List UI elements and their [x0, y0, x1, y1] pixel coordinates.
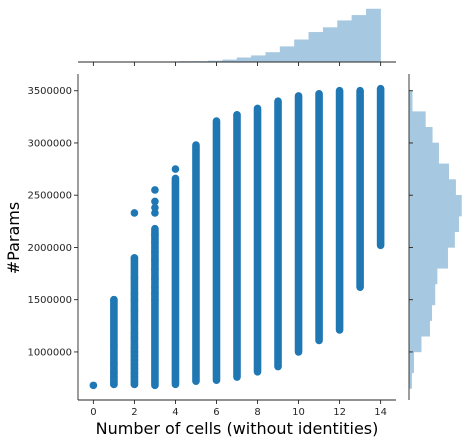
scatter-points: [89, 84, 385, 390]
y-axis-title: #Params: [4, 202, 23, 274]
x-hist-bar: [366, 8, 381, 63]
scatter-point: [130, 273, 139, 282]
y-hist-bar: [408, 179, 456, 196]
scatter-point: [151, 274, 159, 283]
scatter-point: [151, 295, 159, 304]
x-tick-label: 6: [213, 407, 219, 418]
x-hist-bar: [322, 27, 338, 63]
y-tick-label: 3000000: [27, 138, 72, 149]
y-hist-bar: [408, 142, 439, 165]
scatter-point: [151, 256, 159, 264]
y-hist-bar: [408, 268, 438, 285]
y-hist-bar: [408, 283, 436, 306]
y-hist-bar: [408, 127, 433, 144]
y-hist-bar: [408, 111, 426, 128]
x-hist-bar: [279, 46, 295, 63]
point-column-12: [335, 86, 344, 334]
point-column-5: [192, 141, 200, 385]
point-column-13: [356, 86, 364, 291]
scatter-point: [151, 186, 159, 194]
scatter-point: [151, 247, 159, 256]
y-hist-bar: [408, 231, 455, 248]
scatter-point: [151, 197, 159, 206]
scatter-point: [110, 341, 118, 350]
x-hist-bar: [265, 52, 281, 63]
scatter-point: [130, 289, 139, 298]
scatter-point: [171, 165, 180, 173]
scatter-point: [130, 343, 139, 352]
y-tick-label: 1000000: [27, 347, 72, 358]
point-column-11: [315, 90, 323, 345]
scatter-point: [151, 289, 159, 298]
scatter-point: [130, 329, 139, 337]
y-hist-bar: [408, 194, 462, 217]
x-hist-bar: [236, 57, 252, 63]
point-column-7: [233, 110, 241, 381]
y-hist-bar: [408, 90, 413, 112]
x-marginal-histogram: [179, 8, 381, 63]
scatter-point: [89, 381, 98, 390]
x-hist-bar: [308, 32, 324, 63]
x-tick-label: 14: [374, 407, 387, 418]
scatter-point: [110, 295, 118, 304]
y-marginal-histogram: [408, 90, 462, 389]
scatter-point: [151, 203, 159, 212]
point-column-14: [376, 84, 385, 250]
x-hist-bar: [351, 15, 367, 63]
y-hist-bar: [408, 304, 433, 321]
scatter-point: [130, 317, 139, 326]
y-tick-label: 1500000: [27, 295, 72, 306]
scatter-point: [130, 334, 139, 343]
y-tick-label: 2500000: [27, 191, 72, 202]
scatter-point: [151, 231, 159, 239]
tick-marks: 0 2 4 6 8 10 12 14 1000000 1500000 2000000 2500000 3…: [27, 62, 413, 418]
scatter-point: [130, 209, 139, 217]
x-hist-bar: [337, 20, 353, 63]
point-column-9: [274, 97, 282, 371]
x-tick-label: 12: [333, 407, 346, 418]
scatter-point: [151, 209, 159, 217]
y-hist-bar: [408, 336, 422, 353]
point-column-6: [212, 117, 221, 384]
scatter-point: [110, 359, 118, 368]
y-hist-bar: [408, 163, 449, 180]
main-axes: [77, 61, 410, 401]
y-hist-bar: [408, 215, 460, 233]
y-hist-bar: [408, 351, 415, 374]
y-tick-label: 3500000: [27, 86, 72, 97]
point-column-8: [253, 104, 262, 376]
x-hist-bar: [251, 55, 266, 63]
scatter-point: [151, 238, 159, 247]
scatter-point: [130, 254, 139, 262]
x-tick-label: 0: [90, 407, 96, 418]
scatter-point: [130, 295, 139, 304]
x-axis-title: Number of cells (without identities): [96, 419, 379, 438]
y-hist-bar: [408, 247, 448, 269]
scatter-point: [110, 369, 118, 377]
point-column-4: [171, 174, 180, 389]
x-tick-label: 10: [292, 407, 305, 418]
y-tick-label: 2000000: [27, 243, 72, 254]
x-tick-label: 8: [254, 407, 260, 418]
scatter-point: [151, 265, 159, 274]
x-tick-label: 4: [172, 407, 178, 418]
x-hist-bar: [294, 39, 310, 63]
y-hist-bar: [408, 320, 430, 337]
scatter-point: [130, 306, 139, 314]
scatter-point: [151, 283, 159, 291]
point-column-10: [294, 92, 303, 356]
point-column-3: [151, 224, 159, 390]
x-tick-label: 2: [131, 407, 137, 418]
